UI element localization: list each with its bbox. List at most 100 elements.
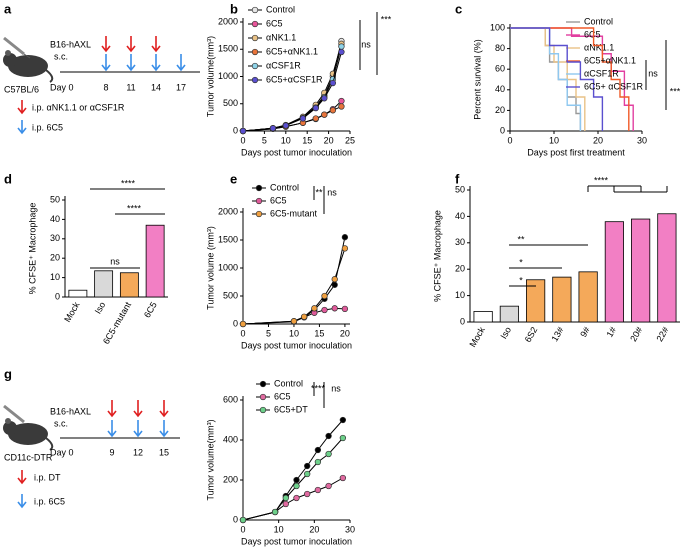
x-axis-label: Days post tumor inoculation [241, 147, 352, 157]
day-label: 11 [126, 82, 135, 92]
point [339, 416, 347, 424]
legend-marker [251, 6, 259, 14]
point [314, 446, 322, 454]
day-label: 8 [103, 82, 108, 92]
x-tick-label: 0 [240, 524, 245, 534]
bar [119, 272, 139, 298]
y-tick-label: 0 [55, 291, 60, 301]
legend-marker [255, 197, 263, 205]
y-tick-label: 0 [233, 514, 238, 524]
series-line [242, 237, 346, 325]
y-tick-label: 500 [223, 98, 238, 108]
legend-text: αNK1.1 [584, 42, 614, 52]
point [339, 474, 347, 482]
point [331, 276, 338, 283]
y-tick-label: 80 [495, 43, 505, 53]
series-line [510, 27, 630, 131]
point [312, 104, 319, 112]
y-axis-label: Tumor volume(mm³) [205, 419, 215, 500]
point [282, 494, 289, 502]
x-tick-label: 6C5 [142, 300, 159, 319]
point [311, 305, 318, 312]
point [321, 95, 328, 102]
day-label: 15 [159, 447, 169, 457]
day-label: 17 [176, 82, 186, 92]
day-label: Day 0 [50, 82, 74, 92]
legend-text: αCSF1R [584, 68, 619, 78]
point [325, 450, 332, 458]
x-tick-label: 6S2 [523, 325, 540, 344]
y-tick-label: 200 [223, 474, 238, 484]
point [314, 458, 322, 466]
y-tick-label: 30 [50, 233, 60, 243]
bar [68, 289, 88, 298]
bar [657, 213, 677, 323]
legend-marker [259, 406, 267, 414]
legend-marker [251, 34, 259, 42]
legend-text: i.p. αNK1.1 or αCSF1R [32, 102, 125, 112]
x-tick-label: 20 [309, 524, 319, 534]
point [321, 292, 328, 300]
point [269, 125, 277, 132]
point [314, 486, 322, 494]
legend-text: 6C5-mutant [270, 208, 318, 218]
y-tick-label: 50 [50, 194, 60, 204]
y-axis-label: Tumor volume(mm³) [205, 36, 215, 117]
y-tick-label: 20 [50, 253, 60, 263]
series-line [510, 27, 586, 131]
point [325, 482, 332, 490]
point [338, 103, 345, 110]
point [338, 43, 345, 50]
significance-label: ** [315, 187, 323, 197]
legend-text: i.p. DT [34, 472, 61, 482]
x-tick-label: 10 [549, 135, 559, 145]
legend-text: 6C5+αCSF1R [266, 74, 323, 84]
point [329, 79, 337, 87]
y-tick-label: 40 [50, 214, 60, 224]
bar [145, 224, 165, 298]
point [304, 490, 311, 498]
point [321, 306, 328, 314]
legend-marker [251, 48, 259, 56]
significance-label: **** [311, 383, 326, 393]
schematic-a: B16-hAXL s.c. C57BL/6 Day 0 8 11 14 17 i… [3, 36, 200, 135]
y-tick-label: 2000 [218, 206, 238, 216]
y-tick-label: 1500 [218, 44, 238, 54]
point [293, 476, 300, 484]
point [331, 305, 338, 312]
y-tick-label: 40 [495, 84, 505, 94]
y-tick-label: 600 [223, 394, 238, 404]
bar [473, 311, 493, 323]
point [341, 234, 349, 241]
legend-text: 6C5 [274, 391, 291, 401]
day-label: 9 [109, 447, 114, 457]
x-tick-label: 10 [274, 524, 284, 534]
legend-text: 6C5+αNK1.1 [584, 55, 636, 65]
bar [499, 305, 519, 323]
significance-label: ns [110, 256, 120, 266]
point [239, 516, 247, 524]
significance-label: ns [648, 68, 658, 78]
bar [94, 270, 114, 298]
x-axis-label: Days post first treatment [527, 147, 625, 157]
x-axis-label: Days post tumor inoculation [241, 340, 352, 350]
legend-text: i.p. 6C5 [32, 122, 63, 132]
significance-label: ns [331, 383, 341, 393]
x-tick-label: Mock [62, 300, 82, 324]
x-tick-label: 30 [345, 524, 355, 534]
point [282, 122, 289, 129]
route: s.c. [54, 51, 68, 61]
legend-text: 6C5 [270, 195, 287, 205]
legend-marker [259, 393, 267, 401]
significance-label: ns [361, 39, 371, 49]
bar [631, 218, 651, 323]
y-tick-label: 100 [490, 22, 505, 32]
strain: CD11c-DTR [4, 452, 53, 462]
axis [509, 24, 642, 132]
x-tick-label: 25 [345, 135, 355, 145]
x-tick-label: 1# [604, 325, 618, 339]
legend-text: 6C5+αNK1.1 [266, 46, 318, 56]
bar [604, 221, 624, 323]
arrows [17, 36, 186, 135]
significance-label: *** [670, 86, 681, 96]
